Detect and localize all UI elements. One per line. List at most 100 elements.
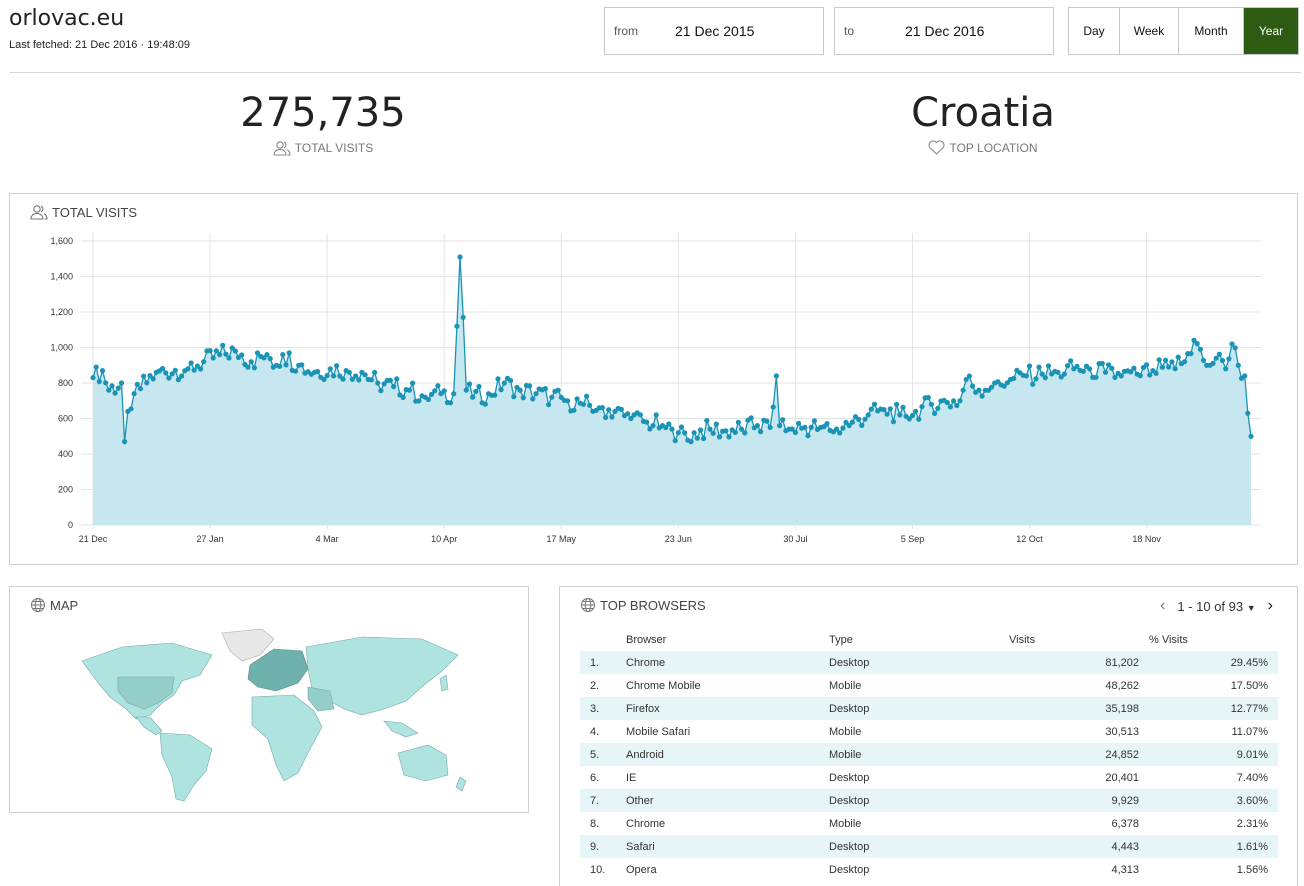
from-label: from <box>614 24 638 38</box>
visits-point <box>163 370 169 376</box>
visits-point <box>650 423 656 429</box>
visits-point <box>115 385 121 391</box>
visits-point <box>356 377 362 383</box>
table-row[interactable]: 9. Safari Desktop 4,443 1.61% <box>580 835 1278 858</box>
globe-icon <box>30 597 46 613</box>
browsers-panel-header: TOP BROWSERS <box>580 597 706 613</box>
visits-point <box>428 391 435 397</box>
row-type: Desktop <box>829 863 870 876</box>
row-visits: 48,262 <box>1105 679 1139 692</box>
x-tick-label: 5 Sep <box>901 534 925 544</box>
from-date-field[interactable]: from 21 Dec 2015 <box>604 7 824 55</box>
visits-point <box>1118 373 1124 379</box>
visits-point <box>1112 374 1118 380</box>
visits-point <box>1213 355 1219 361</box>
visits-point <box>1235 362 1241 368</box>
row-pct-visits: 11.07% <box>1231 725 1269 738</box>
map-new-zealand <box>455 776 467 792</box>
visits-point <box>833 426 840 432</box>
row-browser: Android <box>620 743 829 766</box>
visits-point <box>584 393 590 399</box>
next-page-icon[interactable]: › <box>1267 597 1273 614</box>
visits-point <box>207 348 213 354</box>
period-day-button[interactable]: Day <box>1069 8 1120 54</box>
visits-point <box>527 383 533 389</box>
period-week-button[interactable]: Week <box>1120 8 1179 54</box>
visits-point <box>1074 363 1080 369</box>
visits-point <box>416 398 422 404</box>
visits-point <box>694 435 700 441</box>
table-row[interactable]: 2. Chrome Mobile Mobile 48,262 17.50% <box>580 674 1278 697</box>
visits-point <box>1245 410 1251 416</box>
visits-point <box>1191 337 1197 343</box>
visits-point <box>1011 375 1017 381</box>
row-type: Mobile <box>829 817 862 830</box>
to-date-field[interactable]: to 21 Dec 2016 <box>834 7 1054 55</box>
visits-point <box>141 373 147 379</box>
period-year-button[interactable]: Year <box>1244 8 1298 54</box>
x-tick-label: 4 Mar <box>316 534 339 544</box>
row-pct-visits: 3.60% <box>1149 789 1278 812</box>
visits-point <box>1169 359 1175 365</box>
row-pct-visits: 17.50% <box>1230 679 1268 692</box>
visits-point <box>498 387 504 393</box>
visits-point <box>122 439 128 445</box>
column-browser[interactable]: Browser <box>626 634 667 646</box>
page-range-dropdown[interactable]: 1 - 10 of 93 ▼ <box>1177 599 1255 614</box>
table-row[interactable]: 4. Mobile Safari Mobile 30,513 11.07% <box>580 720 1278 743</box>
visits-point <box>644 419 650 425</box>
visits-point <box>1036 364 1042 370</box>
table-row[interactable]: 3. Firefox Desktop 35,198 12.77% <box>580 697 1278 720</box>
table-row[interactable]: 6. IE Desktop 20,401 7.40% <box>580 766 1278 789</box>
row-visits: 4,313 <box>1111 863 1139 876</box>
table-row[interactable]: 5. Android Mobile 24,852 9.01% <box>580 743 1278 766</box>
visits-point <box>394 376 400 382</box>
heart-icon <box>928 140 945 155</box>
visits-point <box>492 392 498 398</box>
visits-point <box>457 254 463 260</box>
visits-point <box>748 415 754 421</box>
table-row[interactable]: 8. Chrome Mobile 6,378 2.31% <box>580 812 1278 835</box>
visits-point <box>99 368 106 374</box>
world-map[interactable] <box>62 625 482 805</box>
visits-point <box>913 408 919 414</box>
visits-point <box>580 401 587 407</box>
row-index: 2. <box>590 679 600 692</box>
visits-point <box>542 386 549 392</box>
prev-page-icon[interactable]: ‹ <box>1160 597 1166 614</box>
visits-point <box>277 363 283 369</box>
visits-point <box>1175 354 1181 360</box>
visits-point <box>739 426 745 432</box>
visits-point <box>134 381 140 387</box>
column-pct-visits[interactable]: % Visits <box>1149 634 1188 646</box>
visits-point <box>1166 364 1172 370</box>
visits-point <box>112 390 118 396</box>
visits-point <box>517 387 523 393</box>
pagination: ‹ 1 - 10 of 93 ▼ › <box>1160 597 1273 615</box>
row-index: 4. <box>590 725 600 738</box>
period-month-button[interactable]: Month <box>1179 8 1244 54</box>
row-visits: 35,198 <box>1009 697 1149 720</box>
table-row[interactable]: 10. Opera Desktop 4,313 1.56% <box>580 858 1278 881</box>
visits-point <box>1026 363 1033 369</box>
column-visits[interactable]: Visits <box>1009 634 1036 646</box>
row-browser: IE <box>626 771 637 784</box>
visits-point <box>846 422 852 429</box>
visits-point <box>811 418 818 424</box>
users-icon <box>273 140 291 156</box>
y-tick-label: 600 <box>58 414 73 424</box>
visits-point <box>909 412 916 419</box>
table-row[interactable]: 7. Other Desktop 9,929 3.60% <box>580 789 1278 812</box>
visits-point <box>840 425 846 431</box>
visits-point <box>179 373 185 379</box>
visits-point <box>707 426 713 432</box>
visits-point <box>735 419 742 425</box>
column-type[interactable]: Type <box>829 634 853 646</box>
visits-point <box>103 380 109 386</box>
visits-point <box>758 429 764 435</box>
visits-point <box>792 429 799 436</box>
table-row[interactable]: 1. Chrome Desktop 81,202 29.45% <box>580 651 1278 674</box>
visits-point <box>637 412 644 418</box>
visits-point <box>530 396 536 402</box>
map-panel: MAP <box>9 586 529 813</box>
